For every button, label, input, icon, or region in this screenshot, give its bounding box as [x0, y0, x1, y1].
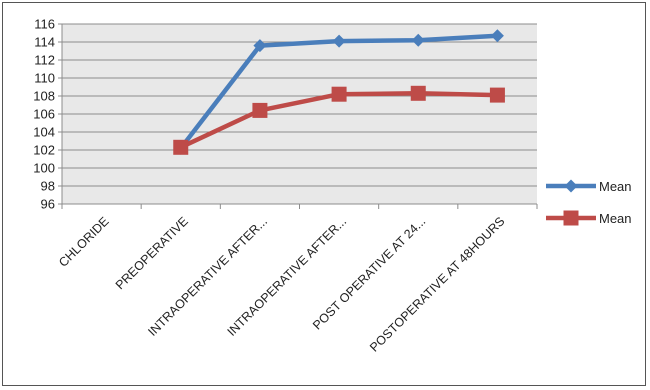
legend-item: Mean: [546, 179, 632, 194]
data-point: [253, 39, 267, 53]
legend-label: Mean: [599, 179, 632, 194]
legend-label: Mean: [599, 211, 632, 226]
series-layer: [173, 29, 505, 155]
legend-marker: [563, 210, 579, 226]
data-point: [331, 86, 347, 102]
legend: Mean Mean: [546, 179, 632, 226]
y-tick-label: 108: [33, 89, 55, 104]
x-tick-label: CHLORIDE: [56, 214, 112, 270]
y-tick-label: 116: [34, 17, 55, 32]
legend-item: Mean: [546, 210, 632, 226]
y-tick-label: 100: [33, 161, 55, 176]
y-tick-label: 104: [33, 125, 55, 140]
data-point: [173, 139, 189, 155]
y-tick-label: 106: [33, 107, 55, 122]
legend-marker: [564, 179, 578, 193]
data-point: [332, 34, 346, 48]
data-point: [489, 87, 505, 103]
y-tick-label: 114: [34, 35, 55, 50]
x-tick-label: POSTOPERATIVE AT 48HOURS: [367, 214, 507, 354]
gridlines: [62, 23, 537, 205]
data-point: [490, 29, 504, 43]
data-point: [411, 33, 425, 47]
y-tick-label: 96: [41, 197, 55, 212]
y-axis-ticks: 96 98 100 102 104 106 108 110 112 114 116: [33, 17, 62, 212]
x-tick-label: PREOPERATIVE: [113, 214, 191, 292]
data-point: [252, 102, 268, 118]
y-tick-label: 112: [34, 53, 55, 68]
y-tick-label: 110: [34, 71, 55, 86]
data-point: [410, 85, 426, 101]
y-tick-label: 98: [41, 179, 55, 194]
y-tick-label: 102: [33, 143, 55, 158]
series-2: [173, 85, 505, 155]
